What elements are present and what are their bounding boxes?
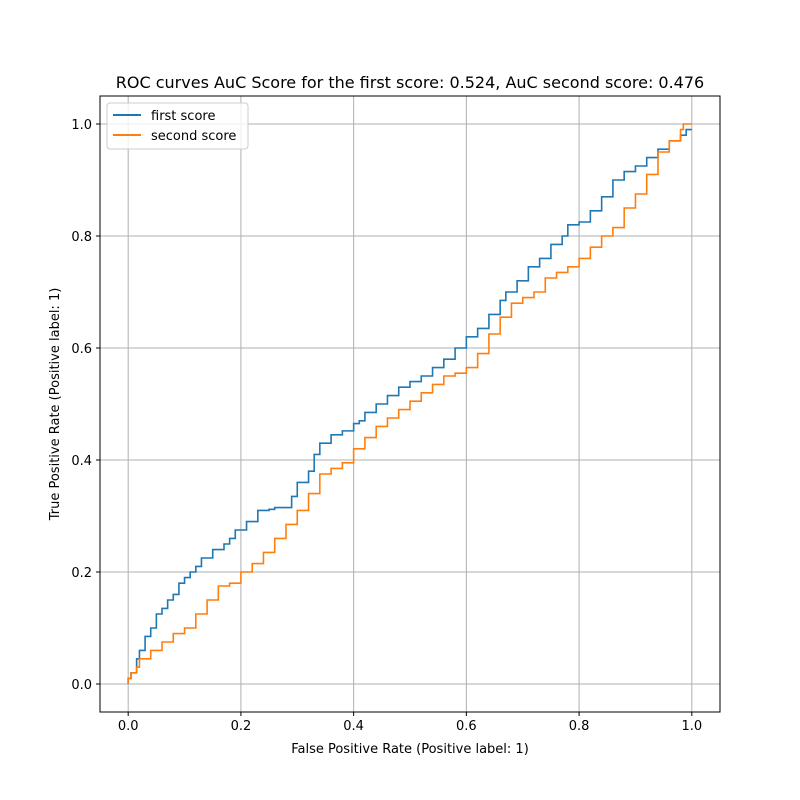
y-tick-label: 0.8 [71, 230, 92, 245]
y-tick-label: 0.2 [71, 566, 92, 581]
x-tick-label: 0.0 [118, 719, 139, 734]
x-tick-label: 0.2 [231, 719, 252, 734]
series-layer [127, 123, 692, 684]
y-axis-ticks: 0.0 0.2 0.4 0.6 0.8 1.0 [71, 118, 100, 693]
x-tick-label: 0.4 [343, 719, 364, 734]
roc-line-second-score [127, 123, 692, 684]
chart-title: ROC curves AuC Score for the first score… [116, 73, 704, 92]
x-axis-ticks: 0.0 0.2 0.4 0.6 0.8 1.0 [118, 712, 702, 734]
plot-area-frame [99, 95, 721, 713]
x-tick-label: 1.0 [681, 719, 702, 734]
x-axis-label: False Positive Rate (Positive label: 1) [291, 742, 529, 757]
y-axis-label: True Positive Rate (Positive label: 1) [48, 288, 63, 522]
legend-box [106, 102, 249, 150]
y-tick-label: 1.0 [71, 118, 92, 133]
y-tick-label: 0.4 [71, 454, 92, 469]
y-tick-label: 0.0 [71, 678, 92, 693]
roc-line-first-score [127, 128, 692, 684]
legend-label-first-score: first score [151, 109, 215, 124]
legend: first score second score [106, 102, 249, 150]
legend-label-second-score: second score [151, 129, 236, 144]
x-tick-label: 0.6 [456, 719, 477, 734]
x-tick-label: 0.8 [569, 719, 590, 734]
grid-lines [100, 96, 720, 712]
y-tick-label: 0.6 [71, 342, 92, 357]
